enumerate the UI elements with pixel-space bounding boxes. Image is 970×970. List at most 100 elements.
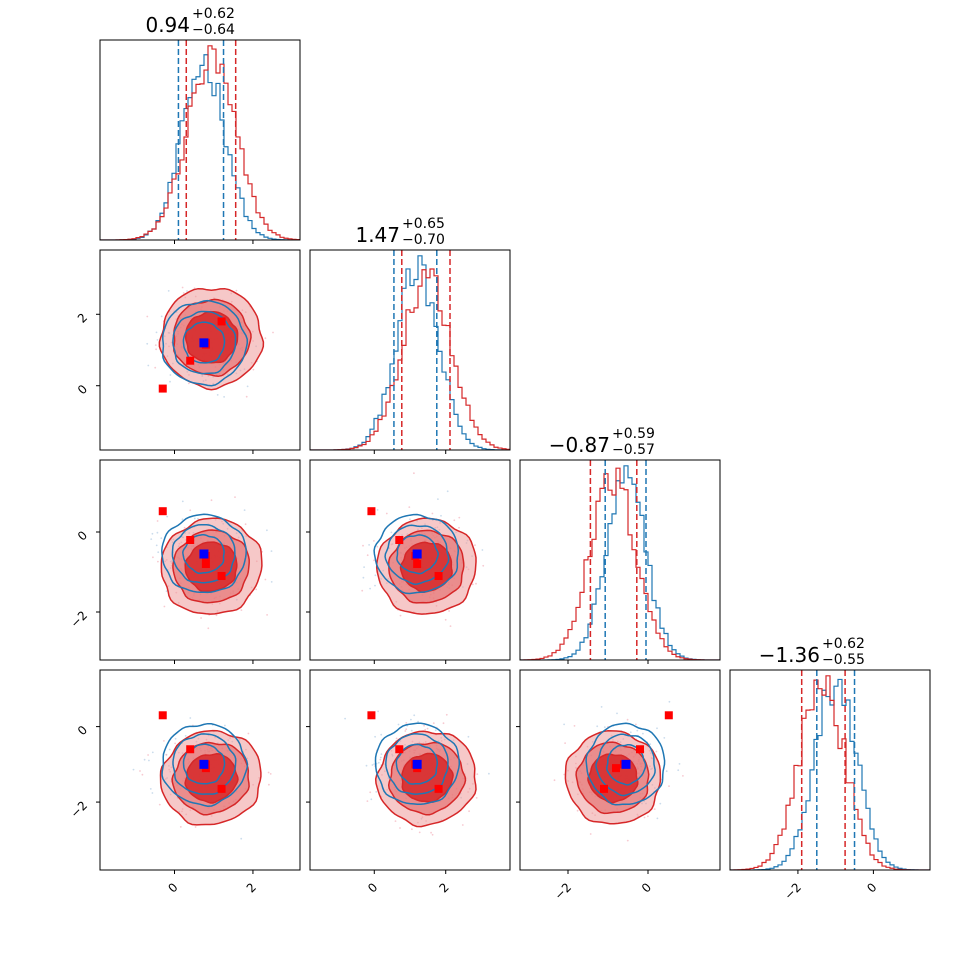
sample-dot-red — [682, 775, 684, 777]
sample-dot-blue — [155, 544, 158, 547]
sample-dot-red — [413, 472, 415, 475]
sample-dot-blue — [379, 756, 382, 759]
sample-dot-red — [247, 732, 250, 735]
sample-dot-blue — [369, 587, 371, 590]
red-contour-2 — [184, 310, 239, 364]
panel-frame — [309, 669, 511, 871]
blue-contour-2 — [396, 534, 439, 575]
sample-dot-red — [576, 809, 579, 812]
blue-contour-1 — [172, 310, 237, 375]
sample-dot-red — [366, 554, 369, 557]
blue-contour-2 — [606, 743, 647, 786]
sample-dot-blue — [240, 837, 243, 840]
sample-dot-red — [589, 833, 592, 835]
sample-dot-blue — [397, 723, 400, 726]
x-tick-label: 0 — [365, 880, 380, 895]
sample-dot-blue — [374, 574, 377, 577]
blue-contour-2 — [182, 743, 226, 785]
sample-dot-red — [174, 742, 177, 745]
truth-marker — [186, 356, 195, 365]
truth-marker — [636, 745, 644, 754]
panel-frame — [309, 249, 511, 451]
blue-contour-0 — [374, 722, 461, 806]
sample-dot-blue — [649, 743, 652, 745]
sample-dot-blue — [371, 764, 374, 766]
sample-dot-blue — [413, 714, 416, 717]
sample-dot-blue — [165, 590, 168, 592]
truth-marker — [217, 317, 226, 326]
sample-dot-blue — [270, 581, 273, 583]
sample-dot-blue — [155, 331, 158, 334]
blue-contour-1 — [385, 733, 449, 795]
panel-frame — [99, 39, 301, 241]
sample-dot-red — [668, 785, 670, 787]
sample-dot-red — [152, 556, 154, 559]
panel-title-upper: +0.59 — [612, 426, 655, 442]
panel-frame — [99, 669, 301, 871]
sample-dot-red — [379, 758, 382, 761]
joint-panel-3-1 — [344, 710, 490, 836]
joint-panel-2-1 — [361, 472, 485, 627]
histogram-blue — [310, 255, 510, 450]
sample-dot-blue — [246, 385, 249, 388]
sample-dot-blue — [151, 792, 154, 794]
sample-dot-red — [647, 815, 649, 818]
truth-marker — [186, 536, 195, 544]
marginal-panel-1 — [310, 250, 510, 450]
histogram-red — [100, 45, 300, 240]
panel-frame — [99, 459, 301, 661]
sample-dot-red — [269, 773, 272, 775]
sample-dot-red — [240, 609, 243, 611]
sample-dot-red — [405, 728, 408, 731]
truth-marker — [217, 784, 226, 793]
sample-dot-red — [444, 618, 447, 621]
sample-dot-blue — [365, 764, 368, 767]
joint-panel-3-2 — [553, 700, 684, 842]
sample-dot-red — [423, 724, 425, 727]
sample-dot-blue — [368, 544, 370, 546]
sample-dot-blue — [146, 342, 149, 345]
truth-marker — [600, 784, 608, 793]
best-fit-marker — [199, 338, 209, 348]
sample-dot-blue — [665, 770, 668, 773]
sample-dot-blue — [467, 735, 470, 738]
sample-dot-blue — [437, 498, 439, 500]
sample-dot-red — [563, 773, 566, 776]
sample-dot-blue — [143, 758, 146, 761]
sample-dot-blue — [636, 729, 639, 732]
truth-marker — [158, 711, 167, 720]
sample-dot-blue — [197, 517, 199, 520]
truth-marker — [413, 560, 422, 568]
sample-dot-blue — [375, 791, 378, 793]
sample-dot-red — [361, 589, 364, 592]
sample-dot-red — [146, 315, 149, 318]
sample-dot-blue — [410, 718, 412, 721]
sample-dot-blue — [417, 720, 419, 723]
sample-dot-red — [553, 779, 556, 782]
panel-frame — [99, 249, 301, 451]
sample-dot-red — [431, 833, 434, 836]
panel-frame — [729, 669, 931, 871]
truth-marker — [434, 572, 443, 580]
sample-dot-blue — [148, 759, 150, 762]
histogram-blue — [100, 54, 300, 240]
sample-dot-blue — [663, 737, 666, 739]
x-tick-label: 2 — [244, 880, 259, 895]
sample-dot-blue — [151, 532, 154, 535]
sample-dot-blue — [167, 290, 170, 292]
sample-dot-blue — [440, 514, 442, 517]
sample-dot-blue — [629, 731, 632, 734]
sample-dot-blue — [223, 396, 226, 398]
sample-dot-blue — [380, 733, 383, 736]
sample-dot-blue — [362, 576, 365, 579]
sample-dot-red — [155, 348, 158, 351]
sample-dot-red — [426, 727, 429, 730]
truth-marker — [664, 711, 673, 720]
sample-dot-red — [408, 506, 411, 508]
sample-dot-red — [200, 617, 203, 619]
blue-contour-1 — [384, 524, 450, 585]
joint-panel-3-0 — [132, 711, 272, 840]
truth-marker — [395, 536, 404, 544]
panel-title-value: 1.47 — [355, 223, 400, 247]
blue-contour-2 — [395, 743, 439, 785]
